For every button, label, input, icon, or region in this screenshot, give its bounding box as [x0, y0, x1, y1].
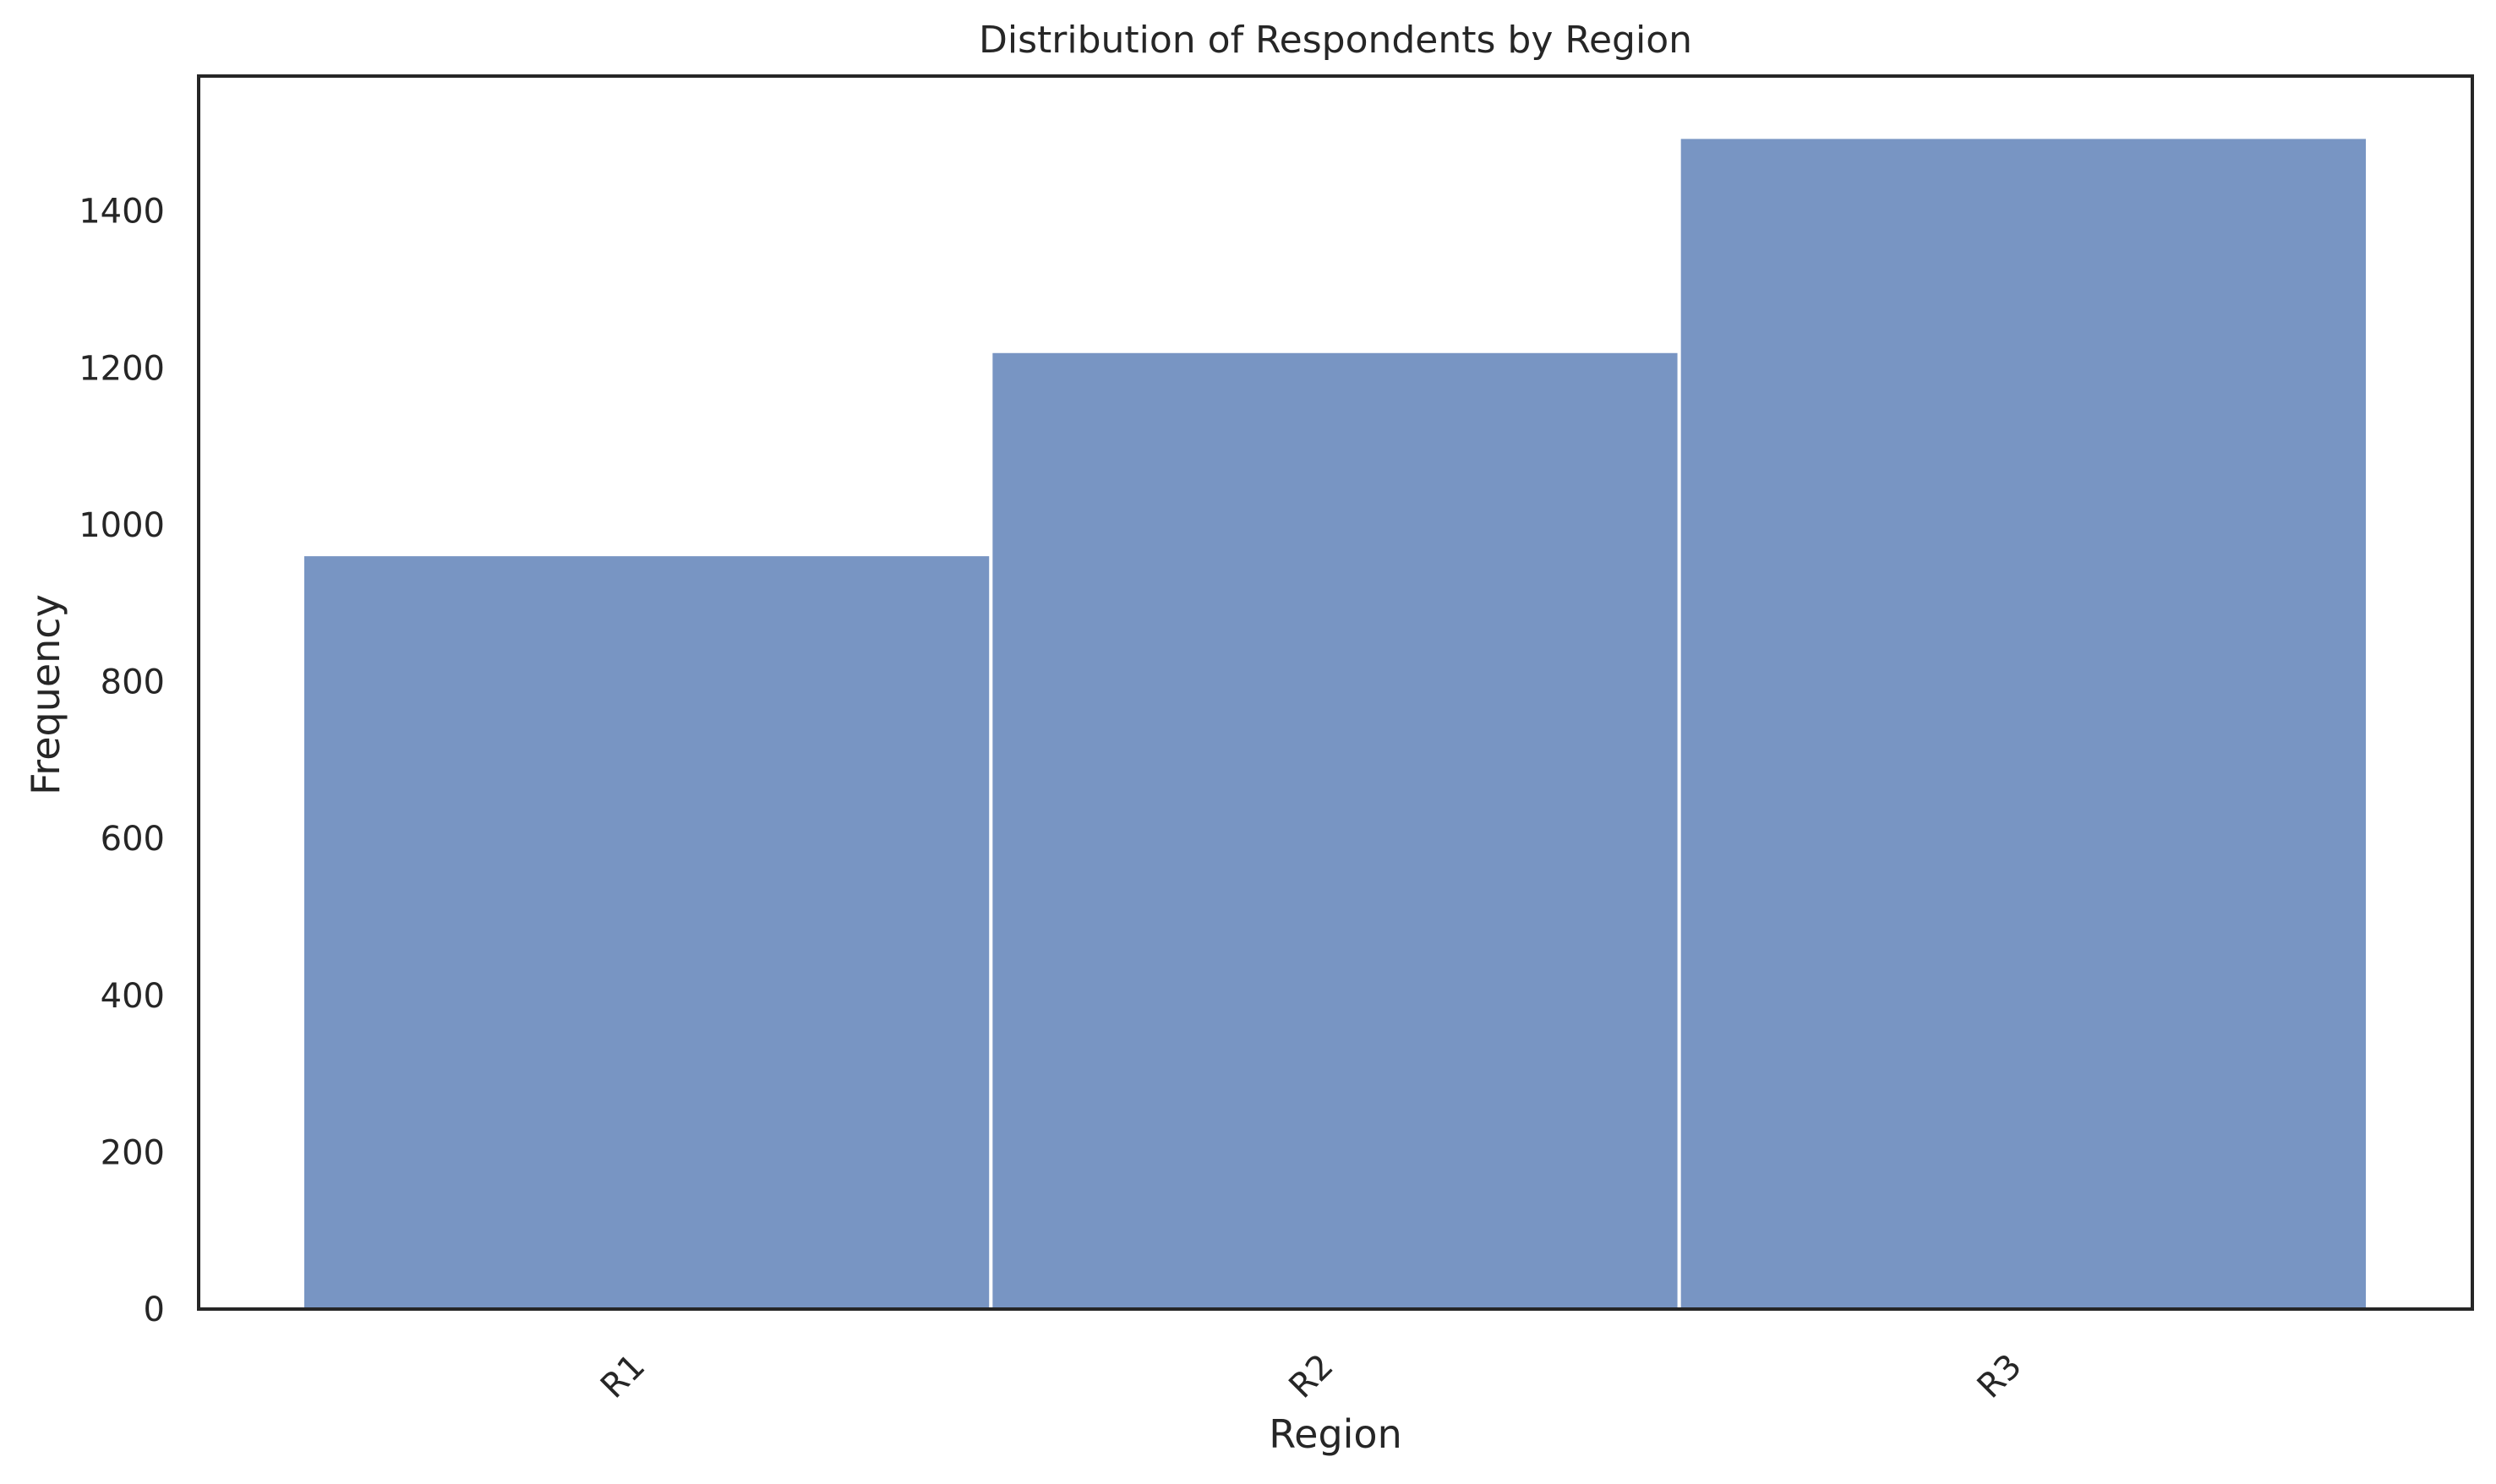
bar-r2 [989, 349, 1681, 1312]
y-tick-label: 800 [101, 663, 165, 702]
y-tick-labels: 0 200 400 600 800 1000 1200 1400 [79, 193, 165, 1329]
x-tick-label: R2 [1281, 1347, 1341, 1406]
y-tick-label: 200 [101, 1133, 165, 1172]
y-tick-label: 400 [101, 977, 165, 1016]
y-axis-label: Frequency [23, 594, 68, 795]
x-axis-label: Region [1269, 1411, 1401, 1457]
y-tick-label: 1400 [79, 193, 165, 232]
bar-r1 [301, 553, 993, 1311]
x-tick-labels: R1 R2 R3 [593, 1347, 2029, 1406]
y-tick-label: 0 [144, 1290, 165, 1329]
y-tick-label: 1200 [79, 349, 165, 388]
bars-layer [301, 135, 2369, 1312]
y-tick-label: 600 [101, 820, 165, 859]
bar-r3 [1677, 135, 2369, 1311]
chart-title: Distribution of Respondents by Region [979, 19, 1692, 62]
y-tick-label: 1000 [79, 506, 165, 545]
x-tick-label: R3 [1970, 1347, 2029, 1406]
axes-frame [197, 74, 2474, 1311]
x-tick-label: R1 [593, 1347, 653, 1406]
